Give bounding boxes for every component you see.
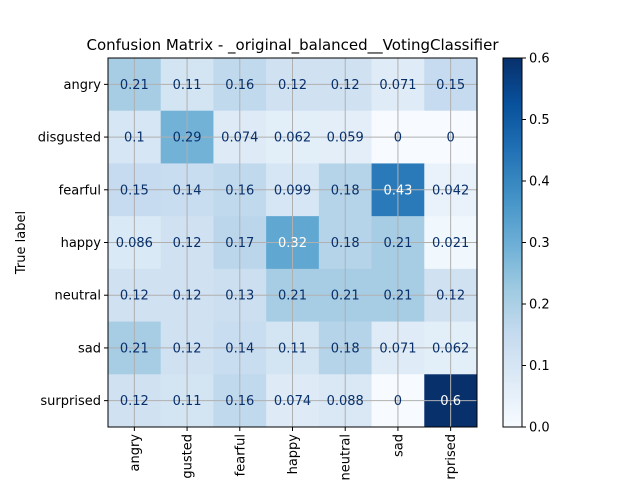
y-axis-label: True label [14, 211, 29, 275]
cell-value-label: 0.12 [331, 78, 360, 93]
cell-value-label: 0.14 [173, 183, 202, 198]
y-tick-label-surprised: surprised [40, 394, 101, 409]
colorbar-tick-label: 0.3 [529, 236, 550, 251]
colorbar-tick-label: 0.0 [529, 421, 550, 436]
cell-value-label: 0.11 [173, 394, 202, 409]
cell-value-label: 0.16 [225, 183, 254, 198]
cell-value-label: 0.11 [173, 78, 202, 93]
cell-value-label: 0.11 [278, 341, 307, 356]
cell-value-label: 0.071 [379, 78, 416, 93]
y-tick-labels: angry disgusted fearful happy neutral sad surp… [38, 78, 108, 409]
colorbar-tick-label: 0.2 [529, 298, 550, 313]
cell-value-label: 0.18 [331, 236, 360, 251]
y-tick-label-neutral: neutral [55, 289, 102, 304]
cell-value-label: 0.074 [221, 131, 258, 146]
cell-value-label: 0.18 [331, 183, 360, 198]
cell-value-label: 0.1 [124, 131, 145, 146]
cell-value-label: 0 [394, 131, 402, 146]
x-tick-label-fearful: fearful [233, 434, 248, 476]
cell-value-labels: 0.21 0.11 0.16 0.12 0.12 0.071 0.15 0.1 0.29 0.07… [116, 78, 470, 409]
cell-value-label: 0.099 [274, 183, 311, 198]
x-tick-label-surprised: rprised [444, 434, 459, 480]
cell-value-label: 0.21 [383, 236, 412, 251]
colorbar-tick-label: 0.6 [529, 52, 550, 67]
cell-value-label: 0.21 [120, 341, 149, 356]
cell-value-label: 0.12 [173, 341, 202, 356]
cell-value-label: 0.18 [331, 341, 360, 356]
y-tick-label-happy: happy [61, 236, 102, 251]
cell-value-label: 0.13 [225, 289, 254, 304]
cell-value-label: 0.12 [120, 289, 149, 304]
cell-value-label: 0.6 [440, 394, 461, 409]
y-tick-label-fearful: fearful [59, 183, 101, 198]
cell-value-label: 0.088 [327, 394, 364, 409]
cell-value-label: 0.21 [120, 78, 149, 93]
grid-lines [108, 58, 477, 427]
x-tick-label-neutral: neutral [339, 434, 354, 480]
colorbar-tick-label: 0.5 [529, 113, 550, 128]
cell-value-label: 0.16 [225, 78, 254, 93]
colorbar-tick-label: 0.1 [529, 359, 550, 374]
cell-value-label: 0.062 [432, 341, 469, 356]
colorbar-tick-labels: 0.0 0.1 0.2 0.3 0.4 0.5 0.6 [522, 52, 550, 436]
cell-value-label: 0.12 [278, 78, 307, 93]
x-tick-label-angry: angry [128, 434, 143, 472]
cell-value-label: 0.071 [379, 341, 416, 356]
y-tick-label-sad: sad [78, 341, 101, 356]
cell-value-label: 0.21 [383, 289, 412, 304]
cell-value-label: 0.074 [274, 394, 311, 409]
chart-title: Confusion Matrix - _original_balanced__V… [86, 36, 499, 55]
x-tick-labels: angry gusted fearful happy neutral sad rprised [128, 427, 459, 480]
x-tick-label-happy: happy [286, 434, 301, 475]
cell-value-label: 0.042 [432, 183, 469, 198]
cell-value-label: 0.43 [383, 183, 412, 198]
colorbar [502, 57, 523, 428]
y-tick-label-angry: angry [64, 78, 102, 93]
cell-value-label: 0.15 [436, 78, 465, 93]
cell-value-label: 0.12 [436, 289, 465, 304]
cell-value-label: 0.16 [225, 394, 254, 409]
cell-value-label: 0.062 [274, 131, 311, 146]
cell-value-label: 0.17 [225, 236, 254, 251]
cell-value-label: 0.059 [327, 131, 364, 146]
colorbar-tick-label: 0.4 [529, 175, 550, 190]
cell-value-label: 0.086 [116, 236, 153, 251]
cell-value-label: 0.21 [331, 289, 360, 304]
cell-value-label: 0.12 [173, 289, 202, 304]
cell-value-label: 0.12 [173, 236, 202, 251]
cell-value-label: 0.021 [432, 236, 469, 251]
x-tick-label-disgusted: gusted [181, 434, 196, 479]
y-tick-label-disgusted: disgusted [38, 131, 101, 146]
cell-value-label: 0.29 [173, 131, 202, 146]
cell-value-label: 0.14 [225, 341, 254, 356]
x-tick-label-sad: sad [391, 434, 406, 457]
cell-value-label: 0.21 [278, 289, 307, 304]
cell-value-label: 0.32 [278, 236, 307, 251]
cell-value-label: 0 [394, 394, 402, 409]
cell-value-label: 0 [447, 131, 455, 146]
cell-value-label: 0.12 [120, 394, 149, 409]
cell-value-label: 0.15 [120, 183, 149, 198]
